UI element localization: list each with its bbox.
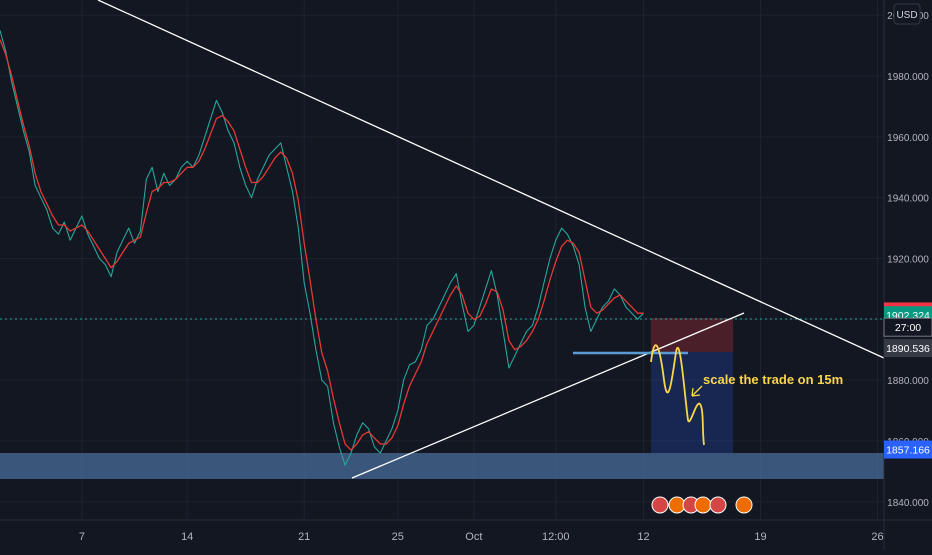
trade-annotation: scale the trade on 15m <box>703 372 843 387</box>
x-tick-label: 26 <box>871 531 883 543</box>
event-badge-icon <box>735 496 753 514</box>
price-tag <box>884 339 932 358</box>
x-tick-label: 25 <box>392 531 404 543</box>
x-tick-label: 12 <box>637 531 649 543</box>
event-badge-icon <box>651 496 669 514</box>
x-tick-label: Oct <box>465 531 482 543</box>
ascending-trendline[interactable] <box>351 312 745 479</box>
price-tag-label: 27:00 <box>895 322 921 334</box>
support-zone <box>0 453 884 479</box>
annotation-arrow <box>691 385 703 397</box>
price-axis-panel[interactable] <box>884 0 932 520</box>
projected-path-drawing <box>650 344 705 446</box>
price-tag <box>883 317 932 337</box>
descending-trendline[interactable] <box>97 0 885 359</box>
price-tag <box>884 440 932 459</box>
plot-background <box>0 0 884 520</box>
x-tick-label: 7 <box>79 531 85 543</box>
price-tag-label: 1857.166 <box>886 445 930 457</box>
y-tick-label: 1880.000 <box>887 376 929 387</box>
x-tick-label: 19 <box>754 531 766 543</box>
series-layer <box>0 30 644 466</box>
y-tick-label: 1980.000 <box>887 72 929 83</box>
x-tick-label: 14 <box>181 531 193 543</box>
event-badge-icon <box>709 496 727 514</box>
position-target-zone <box>651 352 733 453</box>
price-series-line <box>0 30 644 466</box>
y-tick-label: 1960.000 <box>887 133 929 144</box>
currency-label: USD <box>896 10 917 21</box>
y-tick-label: 1920.000 <box>887 254 929 265</box>
horizontal-gridlines <box>0 14 884 503</box>
y-tick-label: 1940.000 <box>887 194 929 205</box>
economic-events-row[interactable] <box>651 496 753 514</box>
price-series-line <box>0 39 644 451</box>
price-tag-label: 1890.536 <box>886 343 930 355</box>
x-tick-label: 12:00 <box>542 531 570 543</box>
event-badge-icon <box>694 496 712 514</box>
y-tick-label: 1840.000 <box>887 498 929 509</box>
x-tick-label: 21 <box>298 531 310 543</box>
currency-button[interactable] <box>893 3 921 25</box>
